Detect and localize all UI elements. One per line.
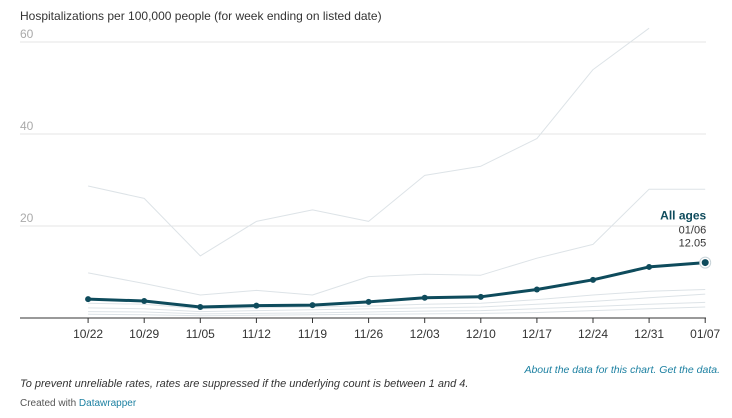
annotation-series-name: All ages xyxy=(660,209,706,223)
annotation-date: 01/06 xyxy=(679,225,707,237)
chart-title: Hospitalizations per 100,000 people (for… xyxy=(20,9,382,23)
all-ages-point[interactable] xyxy=(421,294,428,301)
annotation-value: 12.05 xyxy=(679,238,707,250)
credit-prefix: Created with xyxy=(20,398,77,409)
all-ages-point[interactable] xyxy=(85,296,92,303)
context-series-line xyxy=(88,289,706,310)
all-ages-point[interactable] xyxy=(197,303,204,310)
datawrapper-link[interactable]: Datawrapper xyxy=(78,398,137,409)
get-data-link[interactable]: Get the data. xyxy=(659,364,720,376)
about-data-link[interactable]: About the data for this chart. xyxy=(524,364,657,376)
x-tick-label: 12/17 xyxy=(522,327,552,341)
all-ages-point[interactable] xyxy=(701,259,709,267)
x-tick-label: 01/07 xyxy=(690,327,720,341)
y-tick-label: 20 xyxy=(20,211,34,225)
context-series-line xyxy=(87,27,650,257)
x-tick-label: 11/26 xyxy=(354,327,383,341)
chart-plot: 20 40 60 10/22 10/29 11/05 11/12 11/19 11/26 12/… xyxy=(20,27,721,341)
y-tick-label: 40 xyxy=(20,119,34,133)
credit: Created with Datawrapper xyxy=(20,398,136,409)
x-tick-label: 12/24 xyxy=(578,327,608,341)
x-tick-label: 10/29 xyxy=(129,327,159,341)
all-ages-point[interactable] xyxy=(253,302,260,309)
y-tick-label: 60 xyxy=(20,27,34,41)
all-ages-point[interactable] xyxy=(533,286,540,293)
all-ages-line xyxy=(86,261,707,309)
all-ages-point[interactable] xyxy=(141,297,148,304)
all-ages-point[interactable] xyxy=(365,298,372,305)
context-series-line xyxy=(88,306,706,317)
all-ages-point[interactable] xyxy=(477,293,484,300)
x-tick-label: 12/10 xyxy=(466,327,496,341)
x-tick-label: 11/19 xyxy=(298,327,327,341)
x-tick-label: 11/12 xyxy=(242,327,271,341)
context-series-line xyxy=(88,293,706,313)
footer-links: About the data for this chart. Get the d… xyxy=(524,364,720,376)
context-series-line xyxy=(88,188,706,296)
context-series-line xyxy=(88,301,706,315)
x-tick-label: 10/22 xyxy=(73,327,103,341)
x-tick-label: 11/05 xyxy=(186,327,215,341)
all-ages-point[interactable] xyxy=(309,302,316,309)
all-ages-point[interactable] xyxy=(590,276,596,283)
all-ages-point[interactable] xyxy=(646,263,653,270)
x-tick-label: 12/03 xyxy=(410,327,440,341)
footnote: To prevent unreliable rates, rates are s… xyxy=(20,378,469,390)
x-tick-label: 12/31 xyxy=(634,327,664,341)
